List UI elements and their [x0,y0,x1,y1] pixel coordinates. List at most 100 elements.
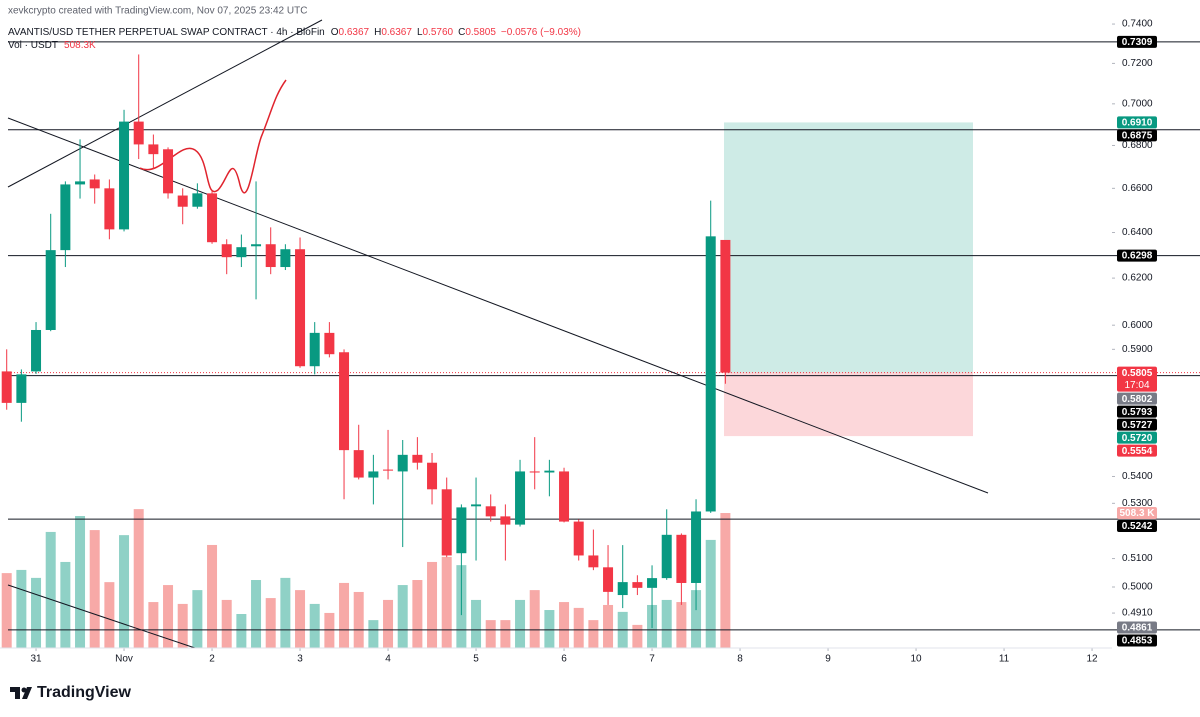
candle-body [221,244,232,258]
candle-body [60,184,71,251]
price-label-text: 0.6298 [1122,251,1153,262]
price-label-box [1117,634,1157,647]
price-label-box [1117,116,1157,129]
candle-body [324,332,335,355]
candle-body [339,352,350,451]
volume-value: 508.3K [64,40,96,51]
logo-dot [21,687,27,693]
volume-line: Vol · USDT 508.3K [8,40,96,51]
price-label-box [1117,129,1157,142]
y-tick-label: 0.5000 [1122,582,1153,593]
x-tick-label: 11 [999,654,1010,665]
candle-body [1,371,12,403]
x-tick-label: 12 [1086,654,1098,665]
volume-bar [192,590,203,648]
volume-bar [412,580,423,648]
price-label-box [1117,444,1157,457]
candle-body [617,582,628,596]
price-label: 0.4853 [1117,634,1157,647]
hand-drawing [139,79,287,194]
volume-bar [573,607,584,648]
volume-bar [485,620,496,648]
candle-body [104,188,115,230]
volume-bar [45,531,56,648]
candle-body [119,121,130,230]
ohlc-key: H [374,27,381,38]
ohlc-value: 0.5760 [423,27,454,38]
x-tick-label: 4 [385,654,391,665]
price-label-text: 0.6910 [1122,118,1153,129]
price-label-box [1117,249,1157,262]
volume-bar [89,530,100,648]
price-label-box [1117,520,1157,533]
x-tick-label: 6 [561,654,567,665]
price-label: 0.5554 [1117,444,1157,457]
price-label-box [1117,405,1157,418]
ohlc-value: 0.6367 [381,27,412,38]
ohlc-key: O [331,27,339,38]
candle-body [456,507,467,554]
candle-body [148,144,159,155]
candle-body [559,471,570,522]
x-tick-label: 7 [649,654,655,665]
price-label: 0.6298 [1117,249,1157,262]
x-tick-label: 31 [30,654,42,665]
volume-bar [441,556,452,648]
candle-body [163,149,174,194]
position-loss [724,372,973,437]
price-label: 0.5242 [1117,520,1157,532]
volume-bar [16,569,27,648]
x-tick-label: 9 [825,654,831,665]
volume-bar [221,599,232,648]
candle-body [397,454,408,472]
volume-bar [676,602,687,648]
candle-body [691,511,702,583]
candle-body [89,179,100,189]
candle-body [500,516,511,525]
price-label: 0.5793 [1117,405,1157,418]
x-tick-label: Nov [115,654,133,665]
volume-bar [177,603,188,648]
price-label-box [1117,507,1157,520]
y-tick-label: 0.6400 [1122,227,1153,238]
candle-body [368,471,379,478]
candle-body [676,534,687,583]
price-label-text: 0.5727 [1122,420,1153,431]
candle-body [588,555,599,568]
volume-bar [720,513,731,648]
volume-bar [339,582,350,648]
y-tick-label: 0.5100 [1122,553,1153,564]
candle-body [515,471,526,525]
price-label-box [1117,431,1157,444]
volume-bar [368,620,379,648]
volume-title: Vol · USDT [8,40,58,51]
volume-bar [295,590,306,648]
candle-body [207,193,218,243]
volume-bar [207,544,218,648]
candle-body [31,329,42,372]
volume-bar [119,535,130,648]
price-label-text: 508.3 K [1119,508,1155,519]
candle-body [427,462,438,490]
volume-bar [529,590,540,648]
volume-bar [104,582,115,648]
price-label-box [1117,35,1157,48]
ohlc-key: L [417,27,423,38]
candle-body [251,244,262,247]
volume-bar [280,577,291,648]
brand: TradingView [37,684,132,701]
price-label: 0.6875 [1117,129,1157,142]
price-label-text: 0.5805 [1122,368,1153,379]
price-label-text: 0.4853 [1122,636,1153,647]
change: −0.0576 (−9.03%) [501,27,581,38]
countdown: 17:04 [1124,380,1149,391]
volume-bar [1,573,12,648]
candle-body [133,121,144,145]
volume-bar [148,602,159,648]
credit: xevkcrypto created with TradingView.com,… [8,6,307,17]
volume-bar [309,603,320,648]
volume-bar [383,599,394,648]
candle-body [383,469,394,471]
price-label-text: 0.5554 [1122,446,1153,457]
